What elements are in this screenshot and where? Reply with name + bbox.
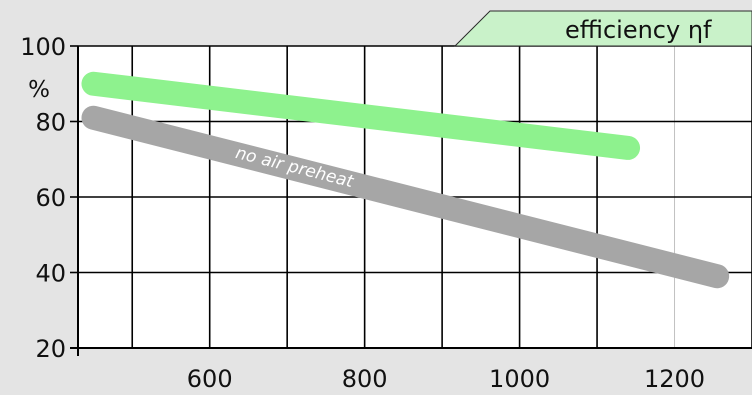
x-tick-label-600: 600 — [187, 365, 233, 391]
x-tick-label-800: 800 — [342, 365, 388, 391]
series-line-0 — [81, 71, 641, 160]
series-line-1 — [81, 105, 730, 289]
title-layer: efficiency ηf — [453, 10, 752, 47]
y-tick-label-60: 60 — [35, 184, 66, 212]
x-tick-label-1200: 1200 — [644, 365, 705, 391]
axis-layer: 20 40 60 80 100 600 800 1000 1200 — [20, 33, 752, 393]
y-tick-label-40: 40 — [35, 260, 66, 288]
y-tick-label-80: 80 — [35, 109, 66, 137]
x-tick-label-1000: 1000 — [489, 365, 550, 391]
title-box — [453, 10, 752, 47]
y-axis-unit-label: % — [28, 77, 50, 103]
y-tick-label-100: 100 — [20, 33, 66, 61]
y-tick-label-20: 20 — [35, 335, 66, 363]
chart-title: efficiency ηf — [565, 16, 712, 44]
